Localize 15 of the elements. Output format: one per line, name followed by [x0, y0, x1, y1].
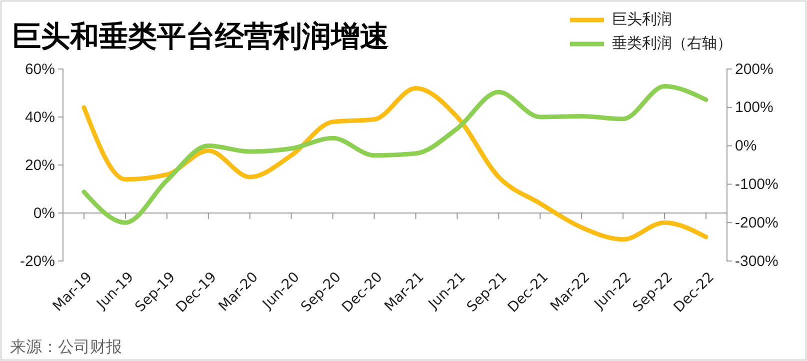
- y2-tick-label: 200%: [735, 60, 774, 78]
- y2-tick-label: -100%: [735, 176, 778, 193]
- y2-tick-label: -300%: [735, 252, 778, 270]
- source-note: 来源：公司财报: [10, 337, 122, 356]
- legend-label: 垂类利润（右轴）: [612, 34, 732, 52]
- y-tick-label: 40%: [24, 108, 55, 126]
- y2-tick-label: 0%: [735, 138, 757, 155]
- y2-tick-label: 100%: [735, 99, 774, 116]
- y2-tick-label: -200%: [735, 214, 778, 232]
- y-tick-label: 0%: [33, 204, 55, 222]
- y-tick-label: -20%: [20, 252, 55, 270]
- y-tick-label: 60%: [24, 60, 55, 78]
- chart-title: 巨头和垂类平台经营利润增速: [12, 19, 389, 53]
- y-tick-label: 20%: [24, 156, 55, 174]
- legend-label: 巨头利润: [612, 10, 672, 28]
